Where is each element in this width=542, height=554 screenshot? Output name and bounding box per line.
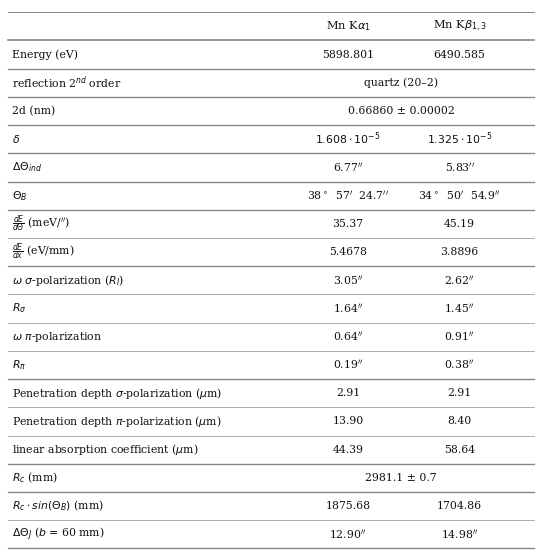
Text: linear absorption coefficient ($\mu$m): linear absorption coefficient ($\mu$m) [12, 442, 199, 457]
Text: 38$^\circ$  57$^\prime$  24.7$^{\prime\prime}$: 38$^\circ$ 57$^\prime$ 24.7$^{\prime\pri… [307, 189, 389, 202]
Text: 1704.86: 1704.86 [437, 501, 482, 511]
Text: 2.91: 2.91 [447, 388, 472, 398]
Text: $R_c$ (mm): $R_c$ (mm) [12, 470, 58, 485]
Text: 0.64$^{\prime\prime}$: 0.64$^{\prime\prime}$ [333, 330, 363, 343]
Text: 5898.801: 5898.801 [322, 49, 374, 59]
Text: 3.05$^{\prime\prime}$: 3.05$^{\prime\prime}$ [333, 274, 363, 287]
Text: $\omega$ $\pi$-polarization: $\omega$ $\pi$-polarization [12, 330, 103, 344]
Text: Penetration depth $\pi$-polarization ($\mu$m): Penetration depth $\pi$-polarization ($\… [12, 414, 222, 429]
Text: Mn K$\alpha_1$: Mn K$\alpha_1$ [326, 19, 370, 33]
Text: $1.608 \cdot 10^{-5}$: $1.608 \cdot 10^{-5}$ [315, 131, 380, 147]
Text: $\omega$ $\sigma$-polarization ($R_I$): $\omega$ $\sigma$-polarization ($R_I$) [12, 273, 125, 288]
Text: 2.62$^{\prime\prime}$: 2.62$^{\prime\prime}$ [444, 274, 475, 287]
Text: 1.64$^{\prime\prime}$: 1.64$^{\prime\prime}$ [333, 302, 363, 315]
Text: 44.39: 44.39 [332, 445, 364, 455]
Text: Penetration depth $\sigma$-polarization ($\mu$m): Penetration depth $\sigma$-polarization … [12, 386, 222, 401]
Text: 2.91: 2.91 [336, 388, 360, 398]
Text: 45.19: 45.19 [444, 219, 475, 229]
Text: 1.45$^{\prime\prime}$: 1.45$^{\prime\prime}$ [444, 302, 475, 315]
Text: 14.98$^{\prime\prime}$: 14.98$^{\prime\prime}$ [441, 528, 478, 541]
Text: $\Delta\Theta_{ind}$: $\Delta\Theta_{ind}$ [12, 161, 42, 175]
Text: $R_\sigma$: $R_\sigma$ [12, 301, 27, 315]
Text: 2981.1 ± 0.7: 2981.1 ± 0.7 [365, 473, 437, 483]
Text: 5.4678: 5.4678 [329, 247, 367, 257]
Text: 6.77$^{\prime\prime}$: 6.77$^{\prime\prime}$ [333, 161, 363, 174]
Text: $R_\pi$: $R_\pi$ [12, 358, 27, 372]
Text: 13.90: 13.90 [332, 417, 364, 427]
Text: 0.19$^{\prime\prime}$: 0.19$^{\prime\prime}$ [333, 358, 363, 372]
Text: 12.90$^{\prime\prime}$: 12.90$^{\prime\prime}$ [330, 528, 366, 541]
Text: 3.8896: 3.8896 [441, 247, 479, 257]
Text: 0.38$^{\prime\prime}$: 0.38$^{\prime\prime}$ [444, 358, 475, 372]
Text: $\Delta\Theta_J$ ($b$ = 60 mm): $\Delta\Theta_J$ ($b$ = 60 mm) [12, 526, 105, 543]
Text: 34$^\circ$  50$^\prime$  54.9$^{\prime\prime}$: 34$^\circ$ 50$^\prime$ 54.9$^{\prime\pri… [418, 189, 501, 202]
Text: 1875.68: 1875.68 [325, 501, 371, 511]
Text: 58.64: 58.64 [444, 445, 475, 455]
Text: 2d (nm): 2d (nm) [12, 106, 56, 116]
Text: 6490.585: 6490.585 [434, 49, 486, 59]
Text: $\delta$: $\delta$ [12, 133, 21, 145]
Text: 0.91$^{\prime\prime}$: 0.91$^{\prime\prime}$ [444, 330, 475, 343]
Text: $\Theta_B$: $\Theta_B$ [12, 189, 28, 203]
Text: quartz (20–2): quartz (20–2) [364, 78, 438, 88]
Text: Energy (eV): Energy (eV) [12, 49, 79, 60]
Text: reflection 2$^{nd}$ order: reflection 2$^{nd}$ order [12, 74, 122, 91]
Text: 0.66860 ± 0.00002: 0.66860 ± 0.00002 [347, 106, 455, 116]
Text: 8.40: 8.40 [447, 417, 472, 427]
Text: $\frac{dE}{dx}$ (eV/mm): $\frac{dE}{dx}$ (eV/mm) [12, 242, 75, 263]
Text: $R_c \cdot sin(\Theta_B)$ (mm): $R_c \cdot sin(\Theta_B)$ (mm) [12, 499, 104, 514]
Text: Mn K$\beta_{1,3}$: Mn K$\beta_{1,3}$ [433, 19, 487, 34]
Text: 35.37: 35.37 [332, 219, 364, 229]
Text: $1.325 \cdot 10^{-5}$: $1.325 \cdot 10^{-5}$ [427, 131, 492, 147]
Text: 5.83$^{\prime\prime}$: 5.83$^{\prime\prime}$ [444, 161, 474, 174]
Text: $\frac{dE}{d\Theta}$ (meV/$^{\prime\prime}$): $\frac{dE}{d\Theta}$ (meV/$^{\prime\prim… [12, 213, 70, 234]
